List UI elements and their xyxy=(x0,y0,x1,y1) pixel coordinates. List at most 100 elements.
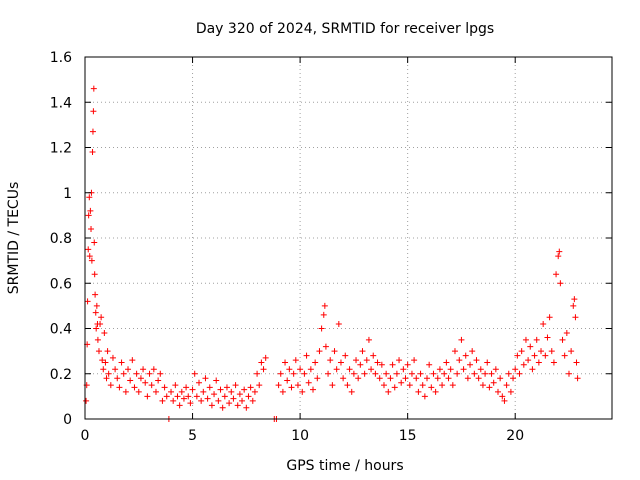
data-point xyxy=(353,357,360,364)
data-point xyxy=(544,334,551,341)
data-point xyxy=(516,370,523,377)
data-point xyxy=(456,357,463,364)
data-point xyxy=(376,375,383,382)
data-point xyxy=(546,314,553,321)
data-point xyxy=(550,359,557,366)
data-point xyxy=(505,370,512,377)
data-point xyxy=(292,357,299,364)
data-point xyxy=(277,370,284,377)
data-point xyxy=(436,366,443,373)
data-point xyxy=(488,370,495,377)
data-point xyxy=(561,352,568,359)
data-point xyxy=(327,357,334,364)
x-tick-label: 10 xyxy=(291,428,309,444)
data-point xyxy=(251,388,258,395)
data-point xyxy=(574,375,581,382)
data-point xyxy=(533,336,540,343)
data-point xyxy=(187,400,194,407)
data-point xyxy=(325,370,332,377)
data-point xyxy=(85,246,92,253)
data-point xyxy=(441,370,448,377)
data-point xyxy=(531,352,538,359)
data-point xyxy=(556,248,563,255)
data-point xyxy=(180,395,187,402)
data-point xyxy=(335,320,342,327)
data-point xyxy=(260,366,267,373)
data-point xyxy=(116,384,123,391)
data-point xyxy=(125,366,132,373)
data-point xyxy=(462,352,469,359)
data-point xyxy=(329,382,336,389)
data-point xyxy=(404,361,411,368)
data-point xyxy=(365,336,372,343)
data-point xyxy=(499,393,506,400)
data-point xyxy=(86,194,93,201)
chart-title: Day 320 of 2024, SRMTID for receiver lpg… xyxy=(196,21,494,37)
data-point xyxy=(279,388,286,395)
y-tick-label: 0 xyxy=(63,412,72,428)
data-point xyxy=(290,370,297,377)
data-point xyxy=(148,382,155,389)
data-point xyxy=(380,382,387,389)
data-point xyxy=(163,393,170,400)
data-point xyxy=(183,384,190,391)
data-point xyxy=(241,386,248,393)
data-point xyxy=(97,320,104,327)
data-point xyxy=(200,388,207,395)
data-point xyxy=(413,375,420,382)
data-point xyxy=(475,375,482,382)
data-point xyxy=(514,352,521,359)
data-point xyxy=(142,379,149,386)
data-point xyxy=(348,388,355,395)
data-point xyxy=(127,377,134,384)
data-point xyxy=(174,393,181,400)
data-point xyxy=(548,348,555,355)
data-point xyxy=(391,384,398,391)
data-point xyxy=(150,366,157,373)
data-point xyxy=(93,302,100,309)
data-point xyxy=(451,348,458,355)
data-point xyxy=(445,375,452,382)
y-tick-label: 0.6 xyxy=(50,276,72,292)
data-point xyxy=(469,348,476,355)
data-point xyxy=(406,382,413,389)
data-point xyxy=(447,366,454,373)
data-point xyxy=(494,388,501,395)
data-point xyxy=(211,391,218,398)
data-point xyxy=(247,384,254,391)
data-point xyxy=(155,377,162,384)
data-point xyxy=(92,291,99,298)
data-point xyxy=(342,352,349,359)
data-point xyxy=(122,388,129,395)
data-point xyxy=(84,298,91,305)
data-point xyxy=(305,379,312,386)
data-point xyxy=(172,382,179,389)
y-tick-label: 1.6 xyxy=(50,50,72,66)
data-point xyxy=(103,375,110,382)
data-point xyxy=(321,302,328,309)
data-point xyxy=(118,359,125,366)
data-point xyxy=(471,370,478,377)
data-point xyxy=(191,370,198,377)
data-point xyxy=(439,382,446,389)
data-point xyxy=(307,366,314,373)
data-point xyxy=(573,359,580,366)
data-point xyxy=(525,357,532,364)
data-point xyxy=(428,384,435,391)
data-point xyxy=(288,384,295,391)
data-point xyxy=(159,397,166,404)
data-point xyxy=(555,253,562,260)
data-point xyxy=(89,149,96,156)
data-point xyxy=(417,370,424,377)
data-point xyxy=(223,384,230,391)
data-point xyxy=(202,375,209,382)
data-point xyxy=(374,359,381,366)
data-point xyxy=(168,388,175,395)
y-tick-label: 0.2 xyxy=(50,367,72,383)
data-point xyxy=(114,375,121,382)
data-point xyxy=(112,366,119,373)
x-tick-label: 20 xyxy=(506,428,524,444)
data-point xyxy=(350,370,357,377)
data-point xyxy=(510,375,517,382)
